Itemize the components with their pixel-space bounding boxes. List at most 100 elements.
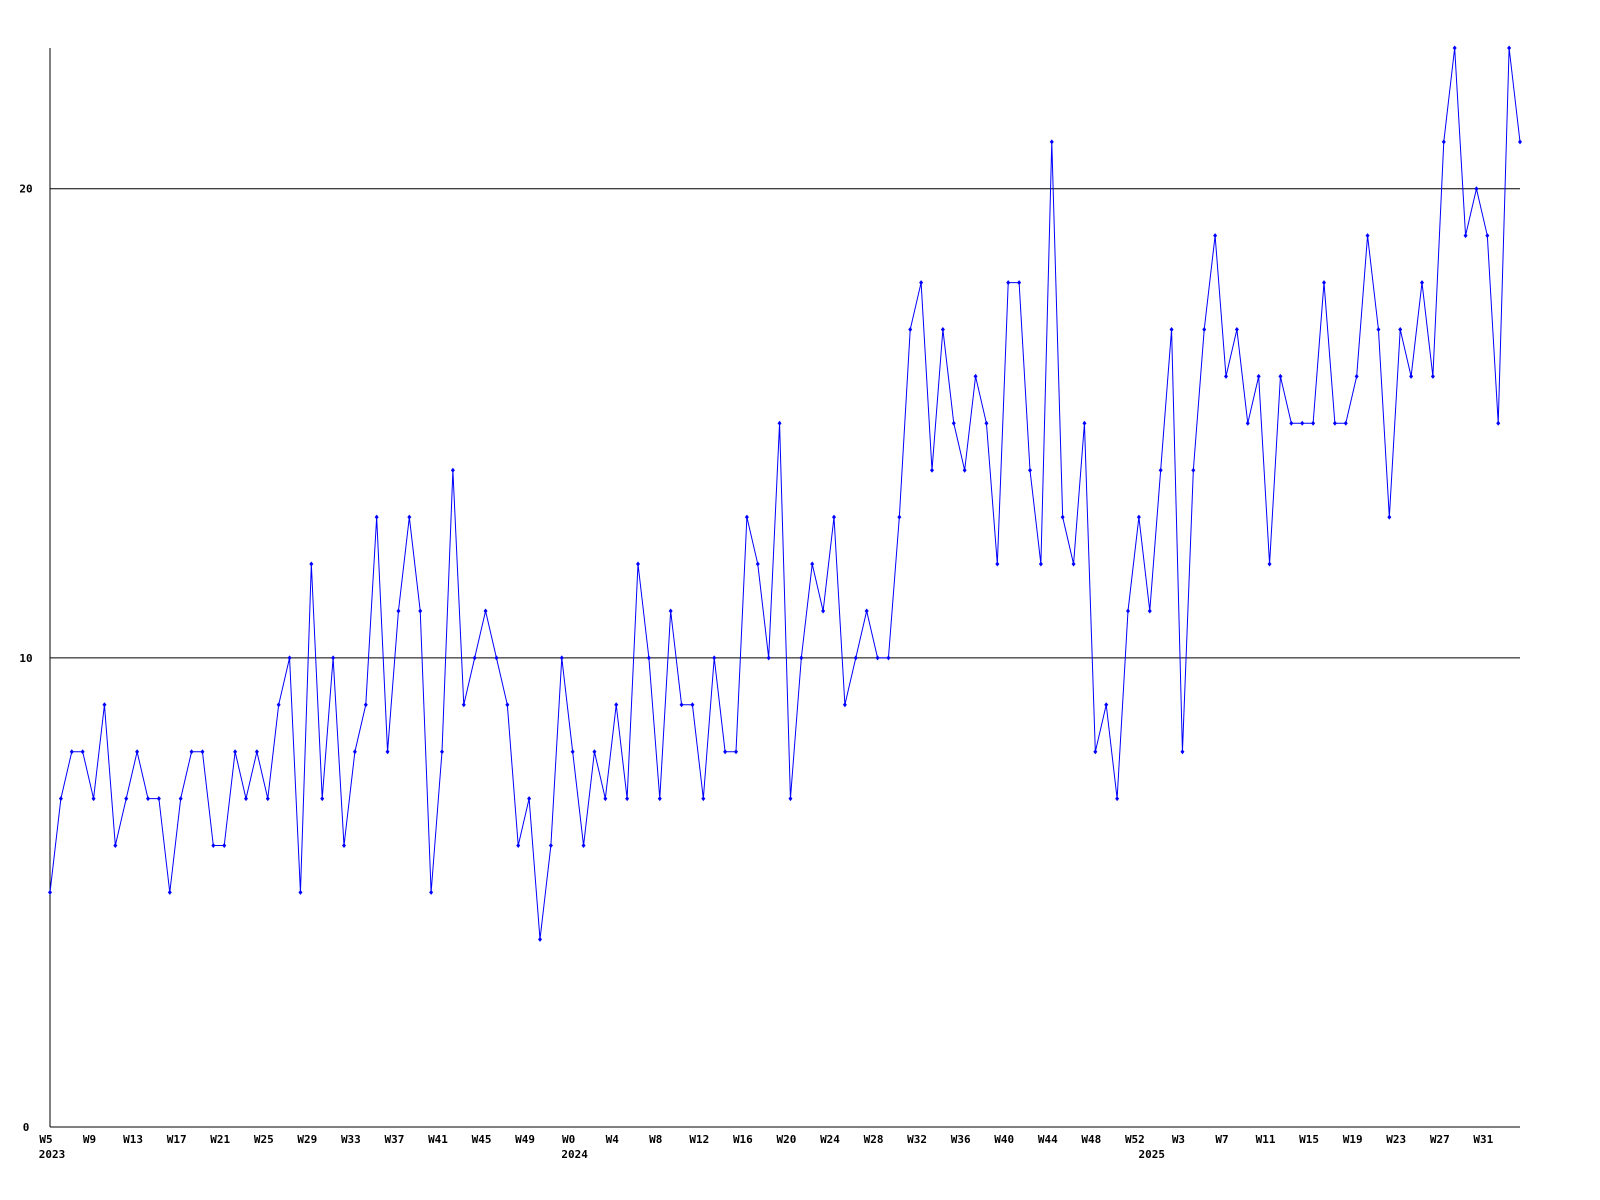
year-label: 2025 (1139, 1148, 1166, 1161)
year-label: 2023 (39, 1148, 66, 1161)
data-point (668, 608, 673, 614)
y-tick-label: 0 (23, 1121, 30, 1134)
data-point (962, 467, 967, 473)
data-point (744, 514, 749, 520)
data-point (788, 796, 793, 802)
data-point (810, 561, 815, 567)
data-point (1126, 608, 1130, 614)
data-point (156, 796, 161, 802)
data-point (1409, 373, 1414, 379)
data-point (320, 796, 325, 802)
data-point (886, 655, 891, 661)
data-point (527, 796, 532, 802)
x-tick-label: W3 (1172, 1133, 1185, 1146)
data-point (211, 843, 216, 849)
data-point (124, 796, 129, 802)
x-tick-label: W45 (472, 1133, 492, 1146)
data-point (135, 749, 140, 755)
data-point (995, 561, 1000, 567)
data-point (483, 608, 488, 614)
data-point (1343, 420, 1348, 426)
data-point (505, 702, 510, 708)
x-tick-label: W28 (864, 1133, 884, 1146)
data-point (897, 514, 902, 520)
x-tick-label: W41 (428, 1133, 448, 1146)
data-point (1463, 233, 1468, 239)
x-tick-label: W11 (1256, 1133, 1276, 1146)
data-point (1430, 373, 1435, 379)
data-point (984, 420, 989, 426)
data-point (440, 749, 444, 755)
data-point (1071, 561, 1076, 567)
x-tick-label: W44 (1038, 1133, 1058, 1146)
data-point (570, 749, 575, 755)
data-point (625, 796, 630, 802)
data-point (146, 796, 150, 802)
data-point (342, 843, 346, 849)
data-point (450, 467, 455, 473)
x-tick-label: W15 (1299, 1133, 1319, 1146)
data-point (1398, 326, 1403, 332)
data-point (821, 608, 826, 614)
data-point (1180, 749, 1185, 755)
data-point (723, 749, 728, 755)
data-point (1049, 139, 1054, 145)
x-tick-label: W0 (562, 1133, 575, 1146)
data-point (908, 326, 913, 332)
y-tick-label: 20 (19, 183, 32, 196)
x-tick-label: W24 (820, 1133, 840, 1146)
x-tick-label: W48 (1081, 1133, 1101, 1146)
data-point (1191, 467, 1196, 473)
x-tick-label: W4 (606, 1133, 620, 1146)
x-tick-label: W40 (994, 1133, 1014, 1146)
data-point (864, 608, 869, 614)
data-point (1115, 796, 1120, 802)
data-point (951, 420, 956, 426)
data-point (1507, 45, 1512, 51)
data-point (875, 655, 880, 661)
data-point (1104, 702, 1109, 708)
data-point (189, 749, 194, 755)
data-point (1365, 233, 1370, 239)
data-point (930, 467, 934, 473)
data-point (690, 702, 695, 708)
x-tick-label: W25 (254, 1133, 274, 1146)
data-point (1006, 280, 1011, 286)
data-point (1452, 45, 1457, 51)
data-point (603, 796, 608, 802)
data-point (1518, 139, 1522, 145)
data-point (287, 655, 292, 661)
data-point (701, 796, 706, 802)
data-point (178, 796, 183, 802)
x-tick-label: W32 (907, 1133, 927, 1146)
data-point (755, 561, 760, 567)
data-point (777, 420, 782, 426)
data-point (1202, 326, 1207, 332)
x-tick-label: W23 (1386, 1133, 1406, 1146)
data-point (48, 889, 52, 895)
data-point (1289, 420, 1294, 426)
x-tick-label: W33 (341, 1133, 361, 1146)
x-tick-label: W49 (515, 1133, 535, 1146)
data-point (799, 655, 804, 661)
data-point (1082, 420, 1087, 426)
data-point (679, 702, 684, 708)
data-point (385, 749, 390, 755)
data-point (853, 655, 858, 661)
data-point (1256, 373, 1261, 379)
data-point (407, 514, 412, 520)
data-point (940, 326, 945, 332)
data-point (374, 514, 379, 520)
data-point (200, 749, 205, 755)
data-point (233, 749, 238, 755)
x-tick-label: W20 (777, 1133, 797, 1146)
x-tick-label: W7 (1215, 1133, 1228, 1146)
data-point (1441, 139, 1446, 145)
data-point (1224, 373, 1228, 379)
data-point (766, 655, 771, 661)
y-tick-label: 10 (19, 652, 32, 665)
data-point (1387, 514, 1392, 520)
x-tick-label: W36 (951, 1133, 971, 1146)
data-point (1060, 514, 1065, 520)
